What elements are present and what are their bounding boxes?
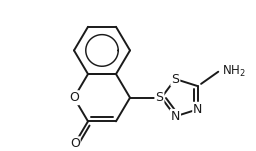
Text: NH$_2$: NH$_2$	[222, 64, 246, 79]
Text: O: O	[70, 137, 80, 150]
Text: S: S	[171, 72, 179, 85]
Text: S: S	[155, 91, 163, 104]
Text: N: N	[171, 110, 180, 123]
Text: O: O	[69, 91, 79, 104]
Text: N: N	[193, 103, 202, 116]
